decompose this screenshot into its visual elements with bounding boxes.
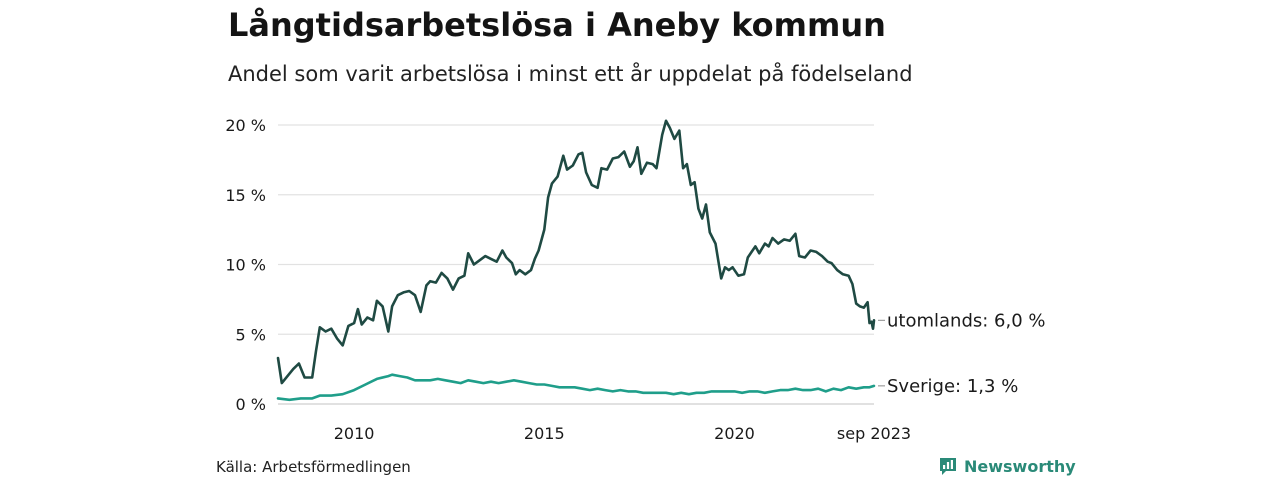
y-tick-label: 15 % <box>225 186 266 205</box>
chart-title: Långtidsarbetslösa i Aneby kommun <box>228 6 886 44</box>
x-tick-label: 2020 <box>714 424 755 443</box>
x-tick-label: 2010 <box>334 424 375 443</box>
y-tick-label: 0 % <box>236 395 266 414</box>
series-line-sverige <box>276 373 876 402</box>
source-note: Källa: Arbetsförmedlingen <box>216 458 411 476</box>
series-layer <box>276 119 876 402</box>
y-tick-label: 10 % <box>225 256 266 275</box>
series-line-utomlands <box>276 119 876 385</box>
newsworthy-brand[interactable]: Newsworthy <box>938 455 1076 477</box>
label-layer: utomlands: 6,0 % Sverige: 1,3 % <box>878 310 1046 397</box>
x-tick-label: 2015 <box>524 424 565 443</box>
x-tick-label: sep 2023 <box>837 424 911 443</box>
newsworthy-logo-icon <box>940 458 956 475</box>
series-end-label-sverige: Sverige: 1,3 % <box>887 376 1018 397</box>
y-tick-label: 5 % <box>236 325 266 344</box>
grid-layer <box>278 124 874 405</box>
brand-name: Newsworthy <box>964 456 1076 476</box>
series-end-label-utomlands: utomlands: 6,0 % <box>887 310 1046 331</box>
chart-subtitle: Andel som varit arbetslösa i minst ett å… <box>228 62 913 86</box>
axis-layer: 0 % 5 % 10 % 15 % 20 % 2010 2015 2020 sep 2023 <box>225 116 911 443</box>
y-tick-label: 20 % <box>225 116 266 135</box>
